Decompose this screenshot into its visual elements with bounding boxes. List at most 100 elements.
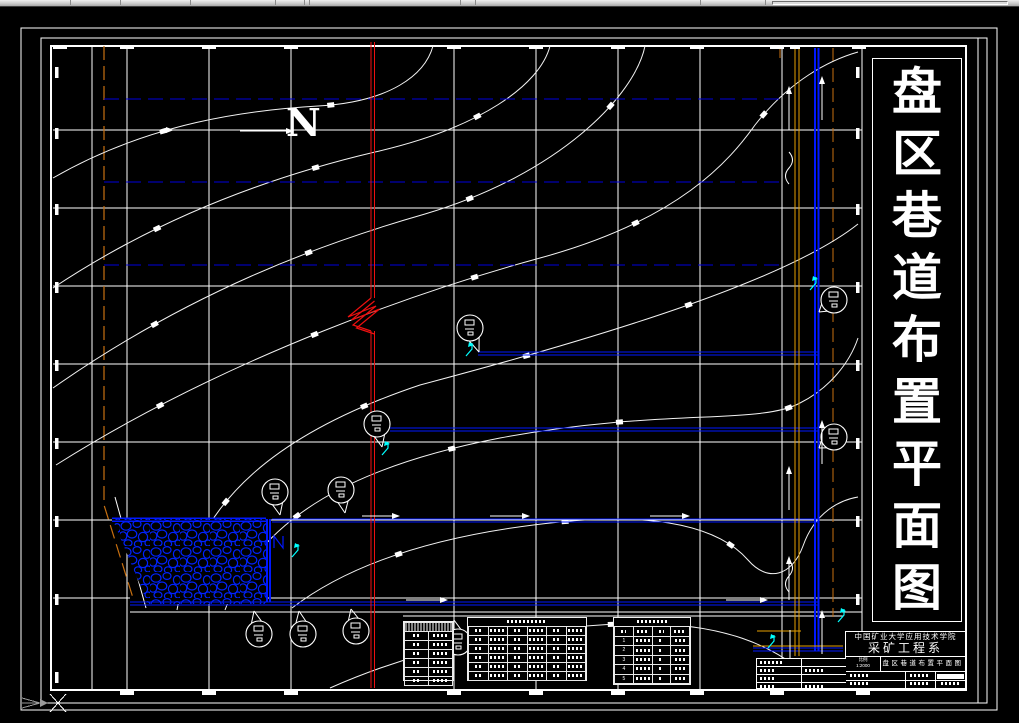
balloon-part: [261, 478, 289, 506]
balloon-part: [363, 410, 391, 438]
ucs-icon[interactable]: [21, 702, 41, 709]
elevation-label: [856, 594, 860, 605]
balloon-part: [820, 423, 848, 451]
elevation-label: [856, 282, 860, 293]
contour-gate-tick: [465, 194, 474, 203]
balloon-callout[interactable]: [456, 314, 484, 353]
title-block-grid: [846, 671, 965, 688]
legend-table-2[interactable]: [467, 617, 587, 681]
title-block-college: 中国矿业大学应用技术学院: [854, 632, 957, 641]
flow-arrow-head: [819, 76, 825, 84]
coordinate-label: [611, 45, 625, 49]
contour-gate-tick: [155, 401, 165, 410]
toolbar-input-field[interactable]: [772, 1, 1008, 5]
balloon-part: [456, 314, 484, 342]
balloon-part: [467, 331, 474, 336]
elevation-label: [856, 128, 860, 139]
ucs-arrow-icon[interactable]: [40, 699, 48, 707]
contour-gate-tick: [310, 330, 319, 339]
balloon-callout[interactable]: [327, 476, 355, 514]
contour-line[interactable]: [224, 337, 859, 611]
balloon-part: [828, 428, 839, 435]
north-symbol[interactable]: N: [286, 100, 321, 145]
contour-line[interactable]: [176, 223, 859, 611]
balloon-callout[interactable]: [818, 423, 848, 451]
contour-gate-tick: [470, 273, 479, 281]
contour-line[interactable]: [52, 45, 646, 389]
contour-line[interactable]: [52, 45, 434, 179]
balloon-part: [831, 303, 838, 308]
balloon-part: [350, 622, 361, 629]
toolbar-separator: [70, 0, 71, 5]
outer-border: [20, 27, 998, 711]
title-block-left-rows: [757, 659, 846, 688]
coordinate-label: [690, 691, 704, 695]
contour-gate-tick: [447, 445, 456, 452]
balloon-part: [464, 319, 475, 326]
section-line-break[interactable]: [351, 300, 380, 335]
coordinate-label: [53, 45, 67, 49]
coordinate-label: [202, 45, 216, 49]
contour-line[interactable]: [291, 496, 859, 609]
coordinate-label: [852, 45, 866, 49]
drawing-title-char: 布: [892, 311, 942, 369]
elevation-label: [55, 128, 59, 139]
squiggle-symbol[interactable]: [785, 151, 793, 185]
balloon-callout[interactable]: [342, 608, 370, 645]
flow-arrow-head: [760, 597, 768, 603]
roadway-jog[interactable]: [273, 534, 284, 550]
toolbar-separator: [460, 0, 461, 5]
flow-arrow-head: [166, 127, 174, 133]
elevation-label: [856, 438, 860, 449]
toolbar-separator: [190, 0, 191, 5]
elevation-label: [856, 67, 860, 78]
contour-gate-tick: [615, 419, 624, 425]
flow-arrow-head: [819, 420, 825, 428]
balloon-callout[interactable]: [245, 610, 273, 648]
squiggle-symbol[interactable]: [785, 559, 793, 593]
drawing-title-char: 面: [892, 497, 942, 555]
coordinate-label: [856, 691, 870, 695]
elevation-label: [55, 438, 59, 449]
elevation-label: [856, 360, 860, 371]
balloon-part: [342, 617, 370, 645]
coordinate-label: [529, 45, 543, 49]
balloon-callout[interactable]: [289, 610, 317, 648]
contour-gate-tick: [150, 320, 159, 329]
balloon-part: [831, 440, 838, 445]
drawing-title-char: 道: [892, 249, 942, 307]
toolbar-separator: [475, 0, 476, 5]
flow-arrow-head: [786, 466, 792, 474]
orange-dashed-line[interactable]: [103, 46, 134, 599]
balloon-callout[interactable]: [261, 478, 289, 516]
contour-line[interactable]: [52, 45, 551, 289]
balloon-callout[interactable]: [818, 286, 848, 314]
caved-zone-hatch[interactable]: [112, 518, 266, 604]
contour-gate-tick: [292, 511, 302, 521]
drawing-title-char: 巷: [892, 187, 942, 245]
contour-gate-tick: [152, 224, 162, 233]
contour-gate-tick: [726, 540, 735, 549]
coordinate-label: [770, 691, 784, 695]
coordinate-label: [611, 691, 625, 695]
balloon-part: [371, 415, 382, 422]
contour-gate-tick: [360, 402, 369, 410]
ucs-icon[interactable]: [21, 697, 41, 704]
contour-gate-tick: [327, 102, 335, 108]
contour-line[interactable]: [55, 51, 859, 466]
contour-gate-tick: [631, 219, 640, 227]
title-block-left-extension: [756, 658, 846, 689]
coordinate-label: [447, 691, 461, 695]
elevation-label: [55, 204, 59, 215]
coordinate-label: [529, 691, 543, 695]
ucs-x-axis-icon[interactable]: [49, 693, 67, 713]
title-block-department: 采矿工程系: [867, 641, 943, 655]
section-line-break[interactable]: [347, 297, 377, 332]
toolbar-separator: [765, 0, 766, 5]
balloon-callout[interactable]: [363, 410, 391, 448]
legend-table-1[interactable]: [403, 621, 454, 686]
